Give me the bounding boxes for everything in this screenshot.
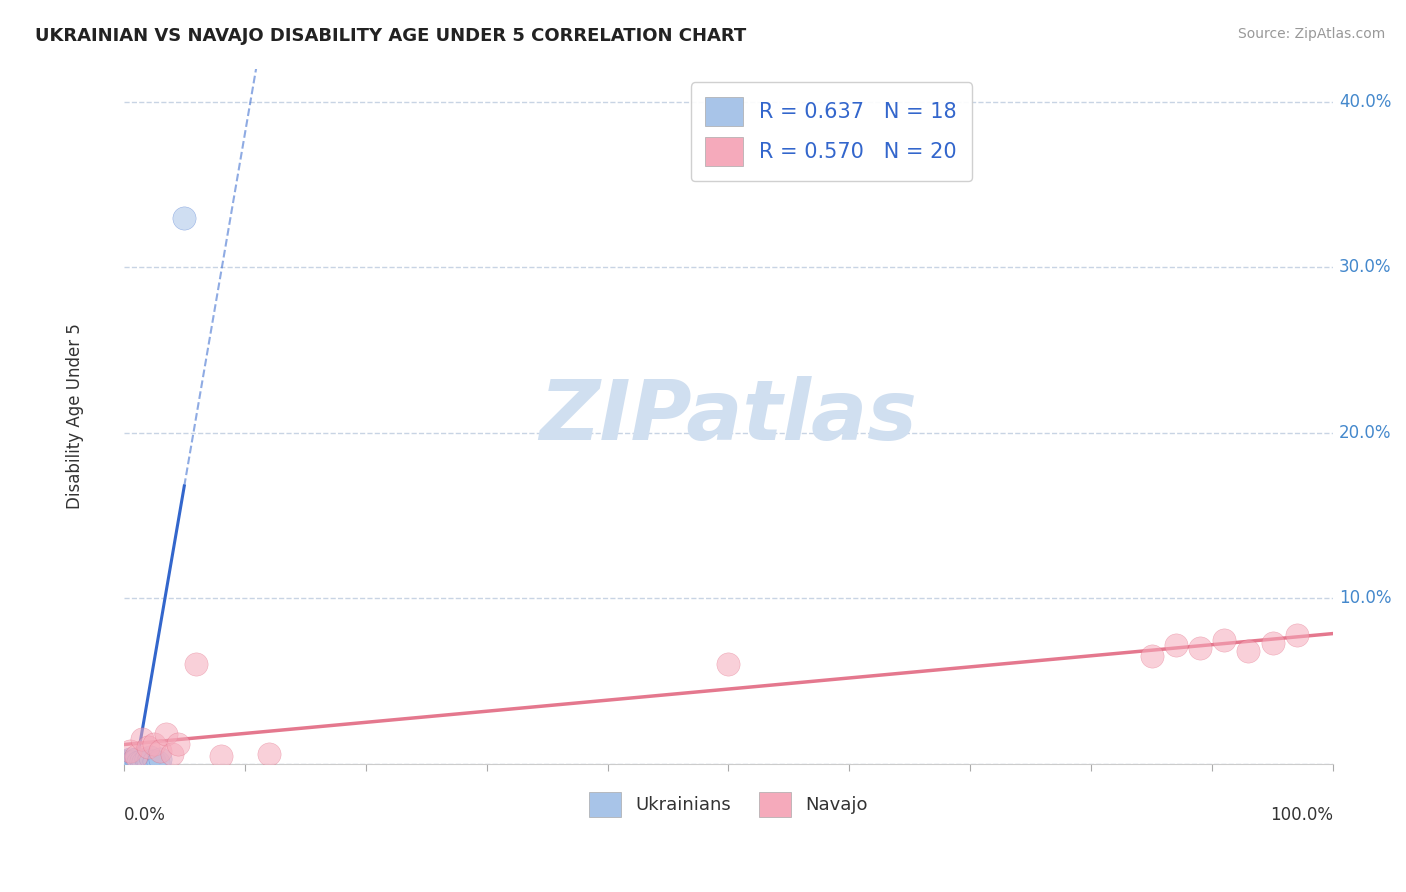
Text: Disability Age Under 5: Disability Age Under 5 [66, 323, 84, 509]
Point [136, 740, 159, 755]
Point [149, 752, 172, 766]
Point [118, 752, 141, 766]
Point [122, 754, 145, 768]
Point [146, 755, 169, 769]
Point [117, 755, 139, 769]
Point [167, 737, 190, 751]
Text: ZIPatlas: ZIPatlas [540, 376, 917, 457]
Point [173, 211, 195, 225]
Point [114, 755, 136, 769]
Text: 0.0%: 0.0% [124, 805, 166, 823]
Point [131, 731, 153, 746]
Legend: Ukrainians, Navajo: Ukrainians, Navajo [582, 784, 876, 824]
Point [186, 657, 208, 672]
Point [118, 754, 141, 768]
Text: Source: ZipAtlas.com: Source: ZipAtlas.com [1237, 27, 1385, 41]
Point [717, 657, 740, 672]
Text: UKRAINIAN VS NAVAJO DISABILITY AGE UNDER 5 CORRELATION CHART: UKRAINIAN VS NAVAJO DISABILITY AGE UNDER… [35, 27, 747, 45]
Point [143, 754, 166, 768]
Point [209, 748, 232, 763]
Point [135, 752, 157, 766]
Text: 20.0%: 20.0% [1339, 424, 1392, 442]
Point [139, 750, 162, 764]
Point [1140, 649, 1163, 664]
Point [149, 743, 172, 757]
Point [257, 747, 280, 761]
Point [129, 754, 152, 768]
Point [127, 755, 149, 769]
Point [118, 743, 141, 757]
Point [1285, 628, 1308, 642]
Point [1261, 636, 1284, 650]
Text: 100.0%: 100.0% [1270, 805, 1333, 823]
Point [125, 752, 148, 766]
Point [155, 727, 177, 741]
Point [143, 737, 166, 751]
Point [160, 747, 183, 761]
Point [136, 754, 159, 768]
Point [132, 755, 155, 769]
Point [120, 755, 142, 769]
Text: 30.0%: 30.0% [1339, 258, 1392, 277]
Point [115, 754, 138, 768]
Point [1164, 638, 1187, 652]
Point [1213, 632, 1236, 647]
Point [1237, 644, 1260, 658]
Point [1189, 640, 1212, 655]
Text: 10.0%: 10.0% [1339, 590, 1392, 607]
Text: 40.0%: 40.0% [1339, 93, 1392, 111]
Point [125, 748, 148, 763]
